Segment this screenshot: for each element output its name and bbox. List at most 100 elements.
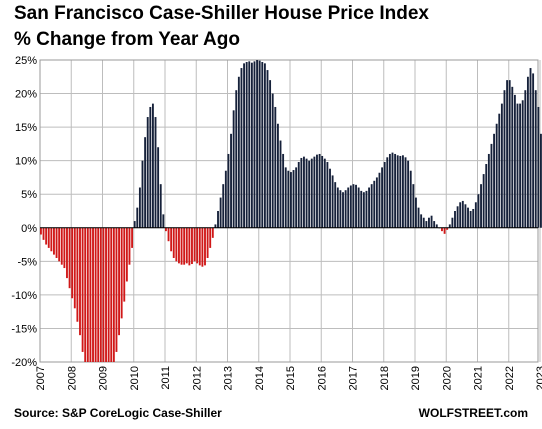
x-tick-label: 2012 <box>191 366 203 390</box>
bar <box>243 63 245 228</box>
chart-subtitle: % Change from Year Ago <box>14 29 240 50</box>
bar <box>97 227 100 362</box>
bar <box>446 227 449 230</box>
bar <box>237 76 240 228</box>
bar <box>394 153 397 228</box>
bar <box>365 190 368 228</box>
bar <box>73 227 76 309</box>
bar <box>141 160 144 228</box>
bar <box>516 103 519 228</box>
bar <box>391 152 394 228</box>
bar <box>480 184 482 228</box>
bar <box>323 158 326 228</box>
bar <box>185 227 188 264</box>
bar <box>412 184 415 228</box>
bar <box>357 187 360 228</box>
bar <box>167 227 170 242</box>
bar <box>401 155 404 228</box>
bar <box>105 227 107 362</box>
bar <box>508 80 511 228</box>
bar <box>284 167 287 228</box>
bar <box>198 227 201 266</box>
bar <box>102 227 105 362</box>
bar <box>537 106 540 228</box>
bar <box>68 227 71 289</box>
x-tick-label: 2010 <box>129 366 141 390</box>
bar <box>378 172 381 228</box>
bar <box>318 153 321 228</box>
bar <box>193 227 196 262</box>
bar <box>295 167 298 228</box>
bar <box>271 93 274 228</box>
bar <box>420 214 423 228</box>
x-tick-label: 2014 <box>254 366 266 390</box>
y-tick-label: 15% <box>15 122 37 134</box>
bar <box>263 63 266 228</box>
bar <box>534 90 537 228</box>
bar <box>407 160 410 228</box>
bar <box>128 227 131 265</box>
y-tick-label: -15% <box>11 323 37 335</box>
bar <box>230 133 232 228</box>
bar <box>500 103 503 228</box>
bar <box>282 153 285 228</box>
bar <box>474 202 477 228</box>
x-tick-label: 2008 <box>66 366 78 390</box>
bar <box>441 227 443 232</box>
bar <box>373 180 376 228</box>
bar <box>290 172 292 228</box>
bar <box>188 227 191 266</box>
bar <box>368 187 370 228</box>
bar <box>191 227 193 265</box>
bar <box>482 174 485 228</box>
bar <box>305 158 308 228</box>
bar <box>204 227 206 266</box>
bar <box>240 68 243 228</box>
y-tick-label: 5% <box>21 189 37 201</box>
bar <box>388 153 391 228</box>
bar <box>266 70 269 228</box>
y-tick-label: 25% <box>15 55 37 67</box>
bar <box>287 170 290 228</box>
x-tick-label: 2016 <box>316 366 328 390</box>
bar <box>115 227 118 352</box>
bar <box>433 221 436 228</box>
x-tick-label: 2019 <box>410 366 422 390</box>
bar <box>331 175 334 228</box>
bar <box>292 170 295 228</box>
bar <box>519 103 522 228</box>
bar <box>219 197 222 228</box>
bar <box>151 103 154 228</box>
bar <box>110 227 113 362</box>
bar <box>487 153 490 228</box>
bar <box>540 133 542 228</box>
bar <box>469 211 472 228</box>
bar <box>180 227 183 265</box>
bar <box>313 156 316 228</box>
bar <box>279 140 282 228</box>
bar <box>201 227 204 267</box>
bar <box>138 187 141 228</box>
bar <box>532 73 535 228</box>
bar <box>58 227 61 262</box>
bar <box>461 200 464 228</box>
bar <box>232 110 235 228</box>
bar <box>40 227 42 235</box>
x-tick-label: 2007 <box>35 366 47 390</box>
bar <box>149 106 152 228</box>
x-tick-label: 2017 <box>348 366 360 390</box>
bar <box>253 61 256 228</box>
bar <box>477 194 480 228</box>
bar <box>165 227 167 232</box>
bar <box>370 184 373 228</box>
bar <box>99 227 102 362</box>
bar <box>89 227 92 362</box>
bar <box>81 227 84 352</box>
y-tick-label: 10% <box>15 156 37 168</box>
bar <box>425 221 428 228</box>
bar <box>63 227 66 269</box>
bar <box>118 227 120 336</box>
bar <box>344 190 347 228</box>
bar <box>79 227 81 336</box>
bar <box>456 206 459 228</box>
